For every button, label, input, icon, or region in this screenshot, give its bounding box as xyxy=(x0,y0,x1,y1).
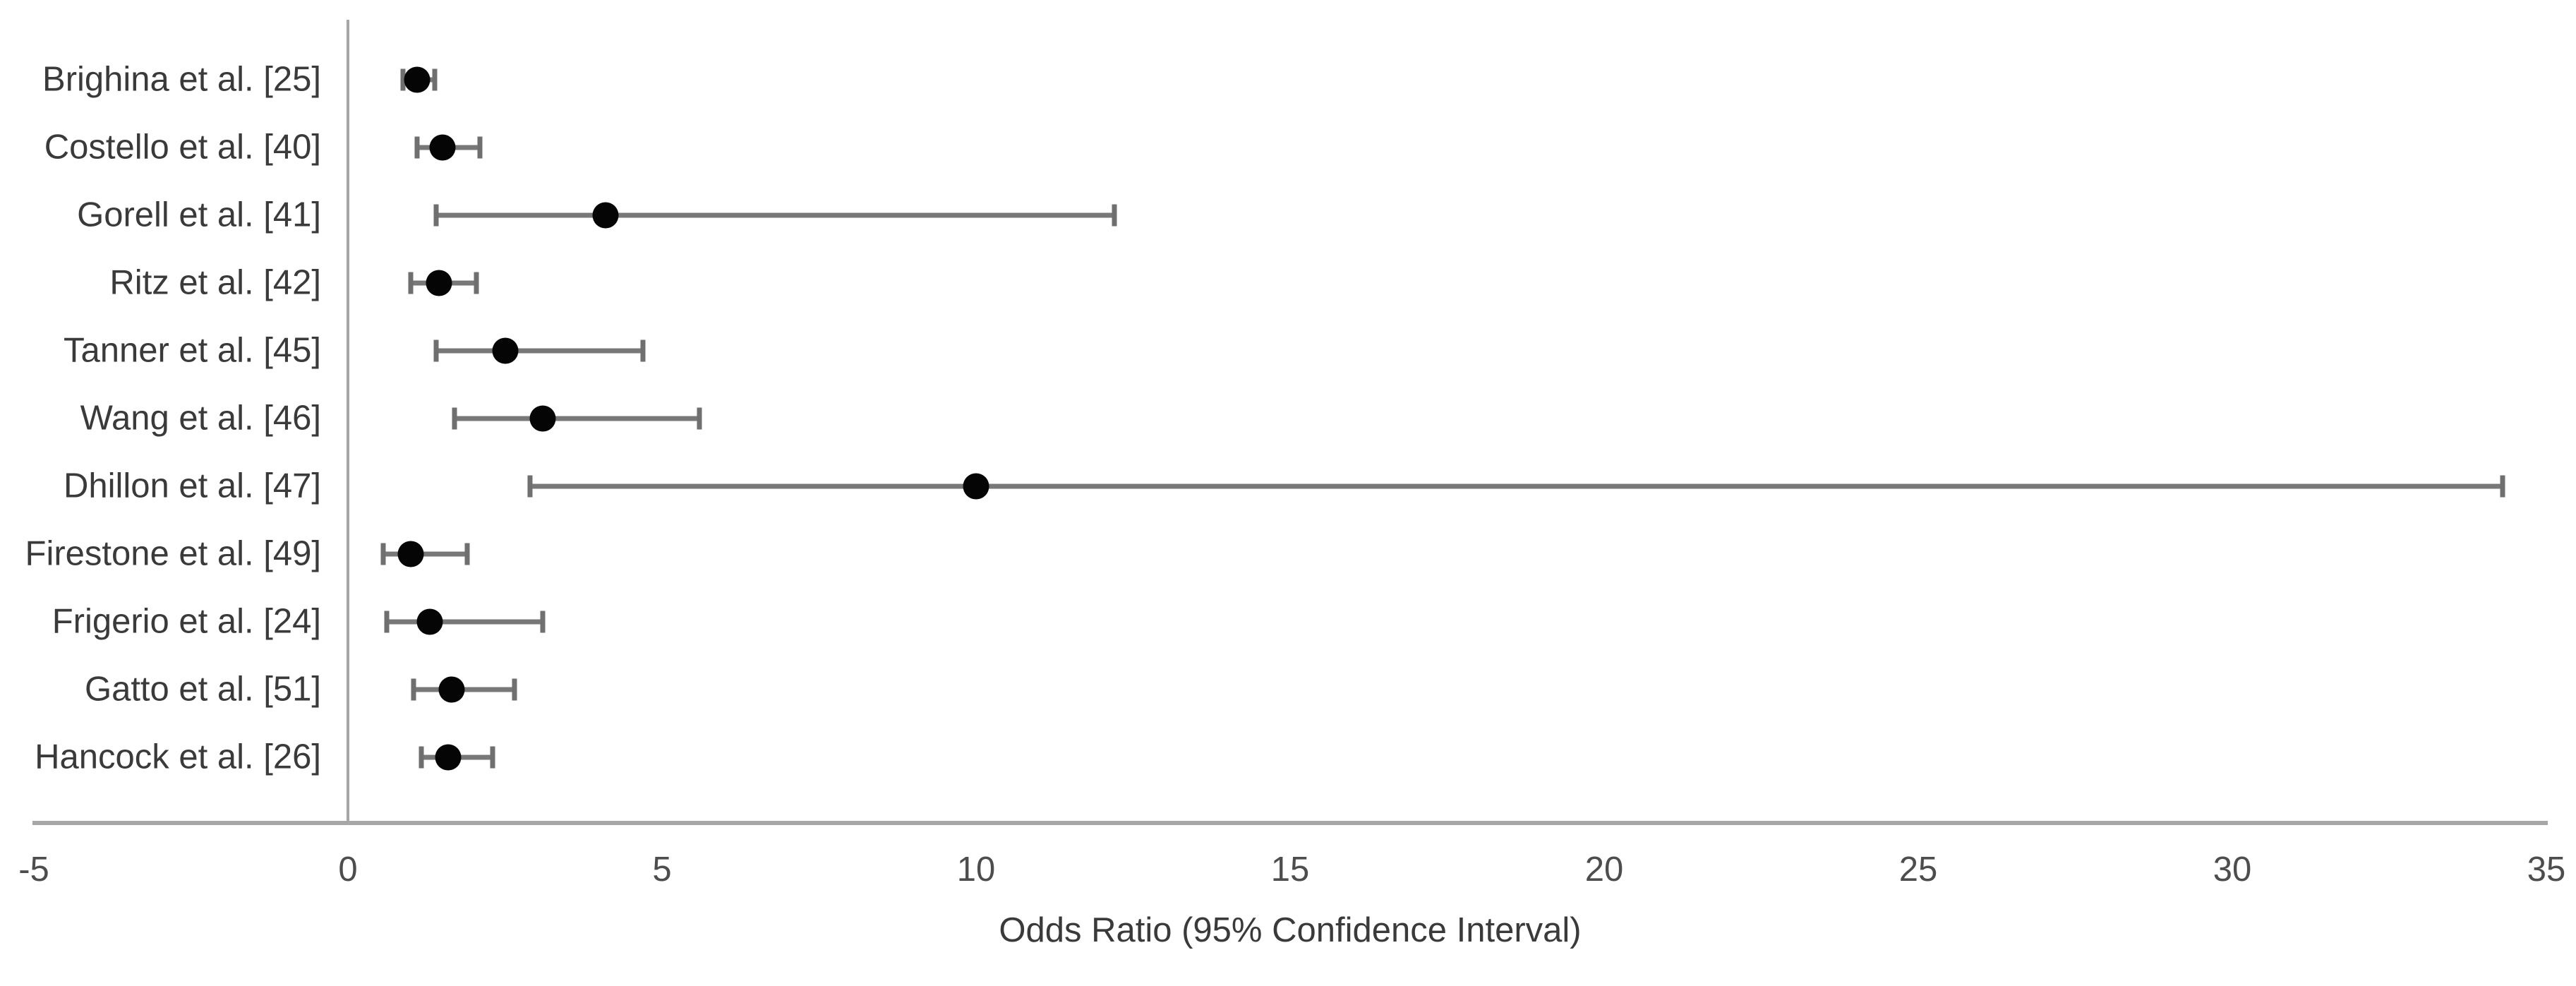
study-label: Ritz et al. [42] xyxy=(109,263,321,302)
ci-cap-left xyxy=(419,746,424,769)
study-label: Gorell et al. [41] xyxy=(77,196,321,234)
ci-cap-right xyxy=(464,543,470,565)
ci-cap-right xyxy=(540,611,546,633)
x-tick-label: 0 xyxy=(338,850,358,889)
x-tick-label: -5 xyxy=(18,850,49,889)
x-tick-label: 30 xyxy=(2213,850,2252,889)
ci-bar xyxy=(383,551,468,557)
ci-cap-left xyxy=(414,136,420,159)
or-marker xyxy=(438,676,465,703)
x-tick-label: 10 xyxy=(956,850,996,889)
ci-cap-right xyxy=(432,68,438,91)
ci-bar xyxy=(387,619,543,625)
ci-cap-left xyxy=(411,678,416,701)
ci-cap-left xyxy=(408,272,414,294)
ci-cap-left xyxy=(527,475,533,498)
ci-cap-left xyxy=(380,543,386,565)
ci-bar xyxy=(435,348,644,354)
or-marker xyxy=(963,473,989,500)
study-label: Firestone et al. [49] xyxy=(25,534,321,573)
ci-cap-left xyxy=(433,204,439,227)
or-marker xyxy=(397,541,424,567)
or-marker xyxy=(592,202,619,229)
ci-cap-right xyxy=(640,339,646,362)
study-label: Brighina et al. [25] xyxy=(42,60,321,99)
ci-cap-right xyxy=(474,272,479,294)
x-tick-label: 35 xyxy=(2527,850,2566,889)
ci-bar xyxy=(435,212,1114,218)
ci-cap-right xyxy=(2500,475,2505,498)
x-tick-label: 25 xyxy=(1898,850,1938,889)
ci-bar xyxy=(455,416,700,421)
study-label: Wang et al. [46] xyxy=(80,399,321,438)
ci-cap-right xyxy=(1112,204,1117,227)
or-marker xyxy=(426,270,452,296)
ci-bar xyxy=(530,483,2503,489)
ci-cap-left xyxy=(452,407,457,430)
or-marker xyxy=(416,608,443,635)
study-label: Frigerio et al. [24] xyxy=(52,602,321,641)
or-marker xyxy=(492,337,518,364)
or-marker xyxy=(435,744,462,771)
x-axis-line xyxy=(32,821,2548,825)
ci-cap-left xyxy=(433,339,439,362)
or-marker xyxy=(429,134,455,161)
ci-cap-left xyxy=(384,611,390,633)
x-axis-title: Odds Ratio (95% Confidence Interval) xyxy=(999,911,1582,949)
study-label: Hancock et al. [26] xyxy=(35,738,321,776)
x-tick-label: 15 xyxy=(1270,850,1310,889)
ci-cap-right xyxy=(697,407,702,430)
study-label: Gatto et al. [51] xyxy=(84,670,321,709)
ci-cap-left xyxy=(400,68,406,91)
or-marker xyxy=(529,405,556,432)
y-axis-line xyxy=(347,20,349,823)
or-marker xyxy=(404,66,431,93)
study-label: Dhillon et al. [47] xyxy=(64,467,321,505)
study-label: Tanner et al. [45] xyxy=(63,331,321,370)
ci-cap-right xyxy=(490,746,495,769)
x-tick-label: 5 xyxy=(652,850,672,889)
study-label: Costello et al. [40] xyxy=(44,128,321,167)
x-tick-label: 20 xyxy=(1584,850,1624,889)
ci-cap-right xyxy=(477,136,483,159)
ci-cap-right xyxy=(512,678,517,701)
